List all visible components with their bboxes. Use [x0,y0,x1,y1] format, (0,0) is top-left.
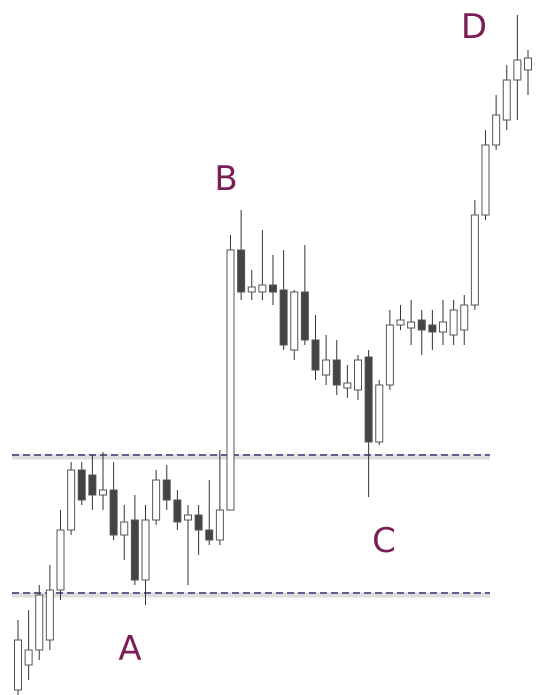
candle-body [439,321,447,333]
candle-body [290,291,299,351]
candle-body [109,489,118,536]
candle-body [173,499,182,523]
candle-body [120,521,129,536]
candle-body [205,529,214,541]
candle-body [311,339,320,371]
candle-body [88,474,97,496]
candle-body [67,469,76,531]
candle-body [332,359,341,386]
candle-body [45,589,54,641]
candle-body [226,249,235,511]
candle-body [194,514,203,531]
candle-body [322,359,331,376]
candle-body [300,291,309,341]
candle-body [407,321,416,329]
candle-body [460,304,469,331]
candle-body [99,489,107,496]
candle-body [215,509,224,541]
candle-body [141,519,150,581]
annotation: B [214,159,237,199]
candle-body [354,359,362,391]
annotation: D [461,7,487,47]
candle-body [24,649,33,666]
candle-body [184,514,192,521]
candle-body [375,384,384,443]
candle-body [14,639,22,691]
candle-body [417,319,426,331]
candle-body [481,144,490,216]
candle-body [130,519,139,581]
candle-body [449,309,458,336]
annotation: C [372,521,396,561]
candle-body [396,319,405,326]
candle-body [385,324,394,386]
candle-body [343,382,352,389]
candle-body [77,469,86,501]
candle-body [492,114,501,146]
annotation: A [118,629,141,669]
candle-body [237,249,246,293]
candle-body [524,57,532,71]
candle-body [247,286,256,293]
candle-body [269,284,277,293]
candle-body [279,289,288,346]
candle-body [513,59,522,81]
candle-body [470,214,479,306]
candle-body [56,529,65,591]
candle-body [428,324,437,333]
candle-body [502,79,511,121]
candle-body [162,479,171,501]
candle-body [364,356,373,443]
candle-body [152,479,161,521]
candle-body [258,284,267,293]
candle-body [35,594,44,651]
